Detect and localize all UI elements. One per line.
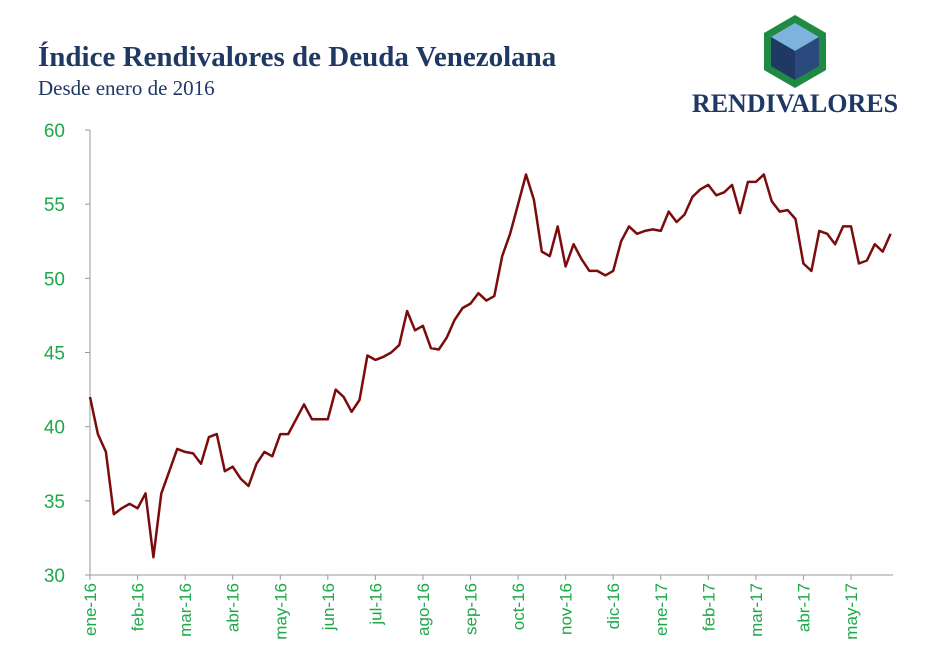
- x-tick-label: abr-17: [794, 583, 813, 632]
- x-tick-label: feb-17: [699, 583, 718, 631]
- y-tick-label: 45: [44, 344, 65, 365]
- x-tick-label: ago-16: [414, 583, 433, 636]
- x-tick-label: sep-16: [462, 583, 481, 635]
- y-tick-label: 30: [44, 566, 65, 587]
- logo-text: RENDIVALORES: [692, 89, 898, 118]
- x-tick-label: ene-16: [81, 583, 100, 636]
- logo: [764, 15, 826, 88]
- x-tick-label: oct-16: [509, 583, 528, 630]
- x-tick-label: ene-17: [652, 583, 671, 636]
- x-tick-label: jul-16: [366, 583, 385, 626]
- line-series: [88, 173, 892, 559]
- chart-title: Índice Rendivalores de Deuda Venezolana: [38, 40, 557, 73]
- x-tick-label: may-16: [271, 583, 290, 640]
- y-tick-label: 50: [44, 269, 65, 290]
- x-tick-label: feb-16: [129, 583, 148, 631]
- y-tick-label: 40: [44, 418, 65, 439]
- x-tick-label: abr-16: [224, 583, 243, 632]
- x-tick-label: dic-16: [604, 583, 623, 629]
- x-tick-label: jun-16: [319, 583, 338, 631]
- y-tick-label: 60: [44, 121, 65, 142]
- x-tick-label: may-17: [842, 583, 861, 640]
- x-tick-label: mar-16: [176, 583, 195, 637]
- x-tick-label: mar-17: [747, 583, 766, 637]
- y-tick-label: 55: [44, 195, 65, 216]
- y-tick-label: 35: [44, 492, 65, 513]
- x-tick-label: nov-16: [557, 583, 576, 635]
- chart-subtitle: Desde enero de 2016: [38, 76, 215, 100]
